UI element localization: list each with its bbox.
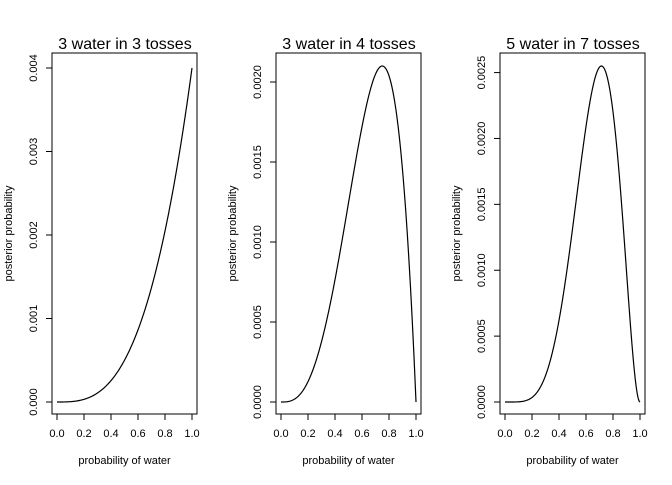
y-tick-label: 0.000	[28, 388, 40, 416]
plot-frame	[51, 52, 198, 415]
x-tick-label: 0.6	[354, 428, 369, 440]
panel-2: 3 water in 4 tosses 0.0 0.2 0.4 0.6 0.8 1.0 0.0…	[227, 36, 424, 467]
x-tick-label: 0.2	[524, 428, 539, 440]
y-axis-label: posterior probability	[227, 185, 239, 281]
x-tick-label: 0.2	[300, 428, 315, 440]
x-tick-label: 0.4	[551, 428, 566, 440]
posterior-line	[505, 65, 641, 403]
x-tick-label: 0.6	[130, 428, 145, 440]
x-tick-label: 0.8	[605, 428, 620, 440]
y-tick-label: 0.0020	[252, 65, 264, 99]
x-axis-label: probability of water	[526, 455, 619, 467]
plot-frame	[499, 52, 646, 415]
y-tick-label: 0.0020	[476, 122, 488, 156]
x-tick-label: 0.0	[49, 428, 64, 440]
x-tick-label: 1.0	[408, 428, 423, 440]
y-tick-label: 0.004	[28, 54, 40, 82]
y-tick-label: 0.002	[28, 221, 40, 249]
y-axis-label: posterior probability	[3, 185, 15, 281]
x-tick-label: 0.0	[273, 428, 288, 440]
plot-frame	[275, 52, 422, 415]
y-tick-label: 0.0010	[252, 225, 264, 259]
panel-1: 3 water in 3 tosses 0.0 0.2 0.4 0.6 0.8 1.0 0.0…	[3, 36, 200, 467]
x-tick-label: 0.8	[381, 428, 396, 440]
y-tick-label: 0.001	[28, 305, 40, 333]
y-tick-label: 0.003	[28, 138, 40, 166]
x-tick-label: 1.0	[632, 428, 647, 440]
y-tick-label: 0.0010	[476, 253, 488, 287]
y-tick-label: 0.0025	[476, 56, 488, 90]
x-tick-label: 1.0	[184, 428, 199, 440]
x-axis-label: probability of water	[78, 455, 171, 467]
y-tick-label: 0.0000	[476, 385, 488, 419]
chart-title: 5 water in 7 tosses	[506, 36, 639, 53]
chart-title: 3 water in 4 tosses	[282, 36, 415, 53]
x-tick-label: 0.6	[578, 428, 593, 440]
x-tick-label: 0.0	[497, 428, 512, 440]
y-tick-label: 0.0000	[252, 385, 264, 419]
panel-3: 5 water in 7 tosses 0.0 0.2 0.4 0.6 0.8 1.0 0.0…	[451, 36, 648, 467]
x-tick-label: 0.4	[103, 428, 118, 440]
posterior-line	[57, 67, 193, 403]
y-axis-label: posterior probability	[451, 185, 463, 281]
y-tick-label: 0.0005	[476, 319, 488, 353]
x-tick-label: 0.8	[157, 428, 172, 440]
x-tick-label: 0.4	[327, 428, 342, 440]
chart-title: 3 water in 3 tosses	[58, 36, 191, 53]
y-tick-label: 0.0015	[252, 145, 264, 179]
x-axis-label: probability of water	[302, 455, 395, 467]
x-tick-label: 0.2	[76, 428, 91, 440]
y-tick-label: 0.0015	[476, 188, 488, 222]
posterior-line	[281, 65, 417, 403]
y-tick-label: 0.0005	[252, 305, 264, 339]
